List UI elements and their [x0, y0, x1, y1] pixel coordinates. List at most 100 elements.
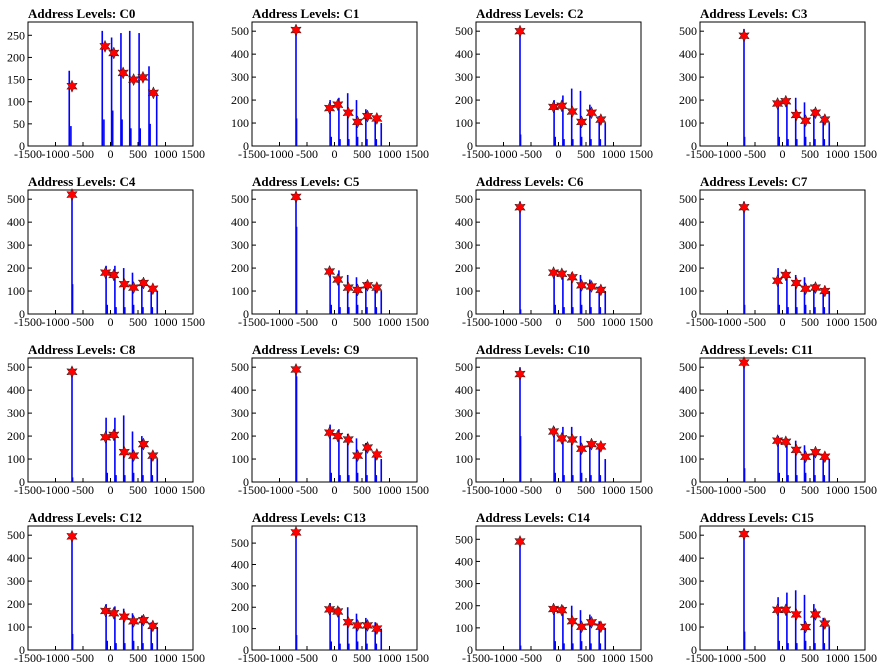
peak-marker — [790, 607, 802, 621]
peak-marker — [118, 610, 130, 624]
x-tick-label: 500 — [577, 651, 595, 665]
peak-marker — [342, 106, 354, 120]
peak-marker — [595, 113, 607, 127]
peak-marker — [108, 268, 120, 282]
x-tick-label: 1000 — [826, 147, 850, 161]
y-tick-label: 400 — [679, 383, 697, 397]
peak-marker — [351, 618, 364, 632]
x-tick-label: -1500 — [14, 315, 42, 329]
x-tick-label: -500 — [72, 483, 94, 497]
peak-marker — [351, 115, 364, 129]
y-tick-label: 100 — [7, 452, 25, 466]
y-tick-label: 200 — [679, 429, 697, 443]
panel-6: Address Levels: C60100200300400500-1500-… — [455, 174, 653, 329]
peak-marker — [66, 79, 78, 93]
y-tick-label: 500 — [231, 360, 249, 374]
panel-7: Address Levels: C70100200300400500-1500-… — [679, 174, 877, 329]
y-tick-label: 300 — [679, 574, 697, 588]
y-tick-label: 500 — [679, 360, 697, 374]
x-tick-label: -1000 — [42, 147, 70, 161]
y-tick-label: 0 — [243, 643, 249, 657]
peak-marker — [585, 437, 598, 451]
peak-marker — [332, 605, 344, 619]
y-tick-label: 500 — [455, 192, 473, 206]
y-tick-label: 100 — [231, 622, 249, 636]
y-tick-label: 400 — [455, 215, 473, 229]
y-tick-label: 150 — [7, 73, 25, 87]
y-tick-label: 100 — [231, 452, 249, 466]
panel-15: Address Levels: C15 0 100 200 300 400 500 -1500… — [679, 510, 877, 665]
peak-marker — [595, 283, 607, 297]
y-tick-label: 300 — [231, 238, 249, 252]
y-tick-label: 100 — [231, 116, 249, 130]
x-tick-label: -1000 — [490, 315, 518, 329]
y-tick-label: 400 — [679, 215, 697, 229]
panel-title: Address Levels: C12 — [28, 510, 142, 525]
peak-marker — [595, 439, 607, 453]
peak-marker — [127, 614, 140, 628]
peak-marker — [332, 98, 344, 112]
x-tick-label: 0 — [332, 483, 338, 497]
y-tick-label: 400 — [679, 551, 697, 565]
panel-title: Address Levels: C10 — [476, 342, 590, 357]
peak-marker — [147, 449, 159, 463]
panel-title: Address Levels: C8 — [28, 342, 136, 357]
x-tick-label: -1500 — [462, 315, 490, 329]
y-tick-label: 0 — [243, 475, 249, 489]
y-tick-label: 100 — [679, 284, 697, 298]
plot-frame — [27, 189, 194, 315]
peak-marker — [780, 94, 792, 108]
y-tick-label: 100 — [455, 116, 473, 130]
x-tick-label: -1500 — [238, 651, 266, 665]
plot-frame — [475, 525, 642, 651]
y-tick-label: 200 — [455, 261, 473, 275]
x-tick-label: -500 — [296, 315, 318, 329]
x-tick-label: 1000 — [826, 483, 850, 497]
peak-marker — [117, 66, 129, 80]
peak-marker — [809, 445, 822, 459]
peak-marker — [809, 281, 822, 295]
y-tick-label: 500 — [455, 532, 473, 546]
peak-marker — [771, 274, 784, 288]
peak-marker — [371, 622, 383, 636]
peak-marker — [819, 284, 831, 298]
peak-marker — [137, 70, 149, 84]
peak-marker — [575, 442, 588, 456]
panel-title: Address Levels: C9 — [252, 342, 360, 357]
y-tick-label: 100 — [455, 452, 473, 466]
y-tick-label: 400 — [455, 554, 473, 568]
peak-marker — [566, 105, 578, 119]
x-tick-label: 1000 — [602, 147, 626, 161]
x-tick-label: 1000 — [378, 483, 402, 497]
peak-marker — [585, 106, 598, 120]
peak-marker — [137, 437, 150, 451]
peak-marker — [771, 603, 784, 617]
x-tick-label: 1500 — [629, 483, 653, 497]
peak-marker — [361, 109, 374, 123]
y-tick-label: 0 — [19, 307, 25, 321]
peak-marker — [137, 613, 150, 627]
peak-marker — [780, 268, 792, 282]
x-tick-label: 1000 — [826, 315, 850, 329]
panel-9: Address Levels: C90100200300400500-1500-… — [231, 342, 429, 497]
x-tick-label: -500 — [72, 651, 94, 665]
x-tick-label: -1000 — [490, 483, 518, 497]
plot-frame — [699, 525, 866, 651]
x-tick-label: -1000 — [42, 651, 70, 665]
x-tick-label: -1500 — [14, 651, 42, 665]
y-tick-label: 500 — [7, 528, 25, 542]
plot-frame — [699, 21, 866, 147]
x-tick-label: -500 — [296, 147, 318, 161]
x-tick-label: -1500 — [462, 651, 490, 665]
x-tick-label: -1500 — [462, 483, 490, 497]
y-tick-label: 100 — [455, 284, 473, 298]
x-tick-label: -1500 — [686, 651, 714, 665]
peak-marker — [118, 445, 130, 459]
x-tick-label: 1000 — [154, 483, 178, 497]
peak-marker — [575, 620, 588, 634]
plot-frame — [27, 21, 194, 147]
y-tick-label: 100 — [679, 452, 697, 466]
x-tick-label: -1000 — [490, 651, 518, 665]
y-tick-label: 300 — [455, 577, 473, 591]
